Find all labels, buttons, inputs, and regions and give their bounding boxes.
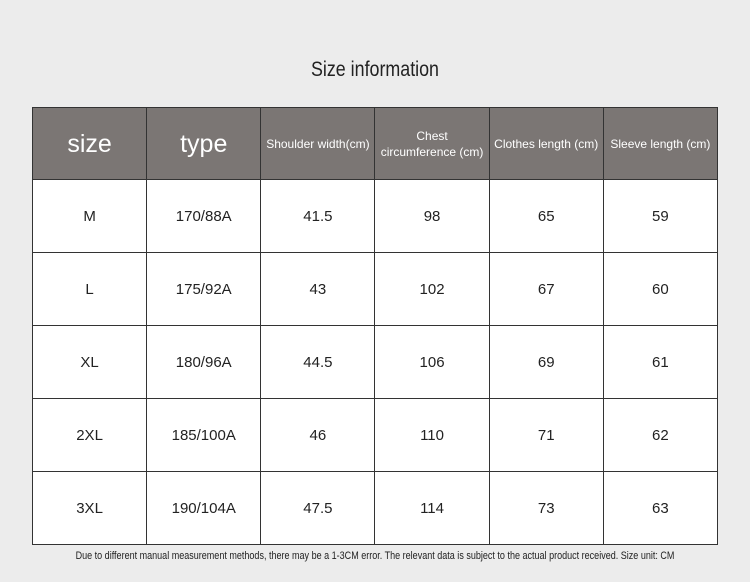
table-cell: 71 (488, 398, 604, 472)
note: Due to different manual measurement meth… (75, 550, 675, 562)
table-cell: 43 (260, 252, 376, 326)
table-cell: 60 (602, 252, 719, 326)
table-cell: 62 (602, 398, 719, 472)
table-cell: 41.5 (260, 179, 376, 253)
table-cell: M (31, 179, 148, 253)
table-cell: 67 (488, 252, 604, 326)
table-cell: 170/88A (146, 179, 262, 253)
table-body: M 170/88A 41.5 98 65 59 L 175/92A 43 102 67 60 XL 180… (31, 179, 719, 545)
header-cell: Chest circumference (cm) (374, 107, 490, 180)
header-cell: Shoulder width(cm) (260, 107, 376, 180)
table-cell: 44.5 (260, 325, 376, 399)
title: Size information (310, 58, 439, 81)
table-cell: 106 (374, 325, 490, 399)
table-cell: 47.5 (260, 471, 376, 545)
table-row: 3XL 190/104A 47.5 114 73 63 (31, 471, 719, 545)
table-cell: 63 (602, 471, 719, 545)
table-cell: 2XL (31, 398, 148, 472)
table-row: XL 180/96A 44.5 106 69 61 (31, 325, 719, 399)
header-cell: Clothes length (cm) (488, 107, 604, 180)
table-cell: 65 (488, 179, 604, 253)
table-cell: 98 (374, 179, 490, 253)
header-cell: Sleeve length (cm) (602, 107, 719, 180)
table-cell: 61 (602, 325, 719, 399)
table-cell: L (31, 252, 148, 326)
table-row: L 175/92A 43 102 67 60 (31, 252, 719, 326)
table-row: M 170/88A 41.5 98 65 59 (31, 179, 719, 253)
table-cell: 110 (374, 398, 490, 472)
table-cell: 3XL (31, 471, 148, 545)
table-cell: 46 (260, 398, 376, 472)
header-cell: size (31, 107, 148, 180)
table-cell: 190/104A (146, 471, 262, 545)
table-cell: 69 (488, 325, 604, 399)
table-cell: 114 (374, 471, 490, 545)
header-row: size type Shoulder width(cm) Chest circumfe… (31, 107, 719, 180)
table-cell: 180/96A (146, 325, 262, 399)
table-cell: 59 (602, 179, 719, 253)
header-cell: type (146, 107, 262, 180)
table-cell: 102 (374, 252, 490, 326)
table-cell: 185/100A (146, 398, 262, 472)
table-cell: 73 (488, 471, 604, 545)
table-cell: 175/92A (146, 252, 262, 326)
size-table: size type Shoulder width(cm) Chest circumfe… (31, 107, 719, 545)
table-row: 2XL 185/100A 46 110 71 62 (31, 398, 719, 472)
table-cell: XL (31, 325, 148, 399)
